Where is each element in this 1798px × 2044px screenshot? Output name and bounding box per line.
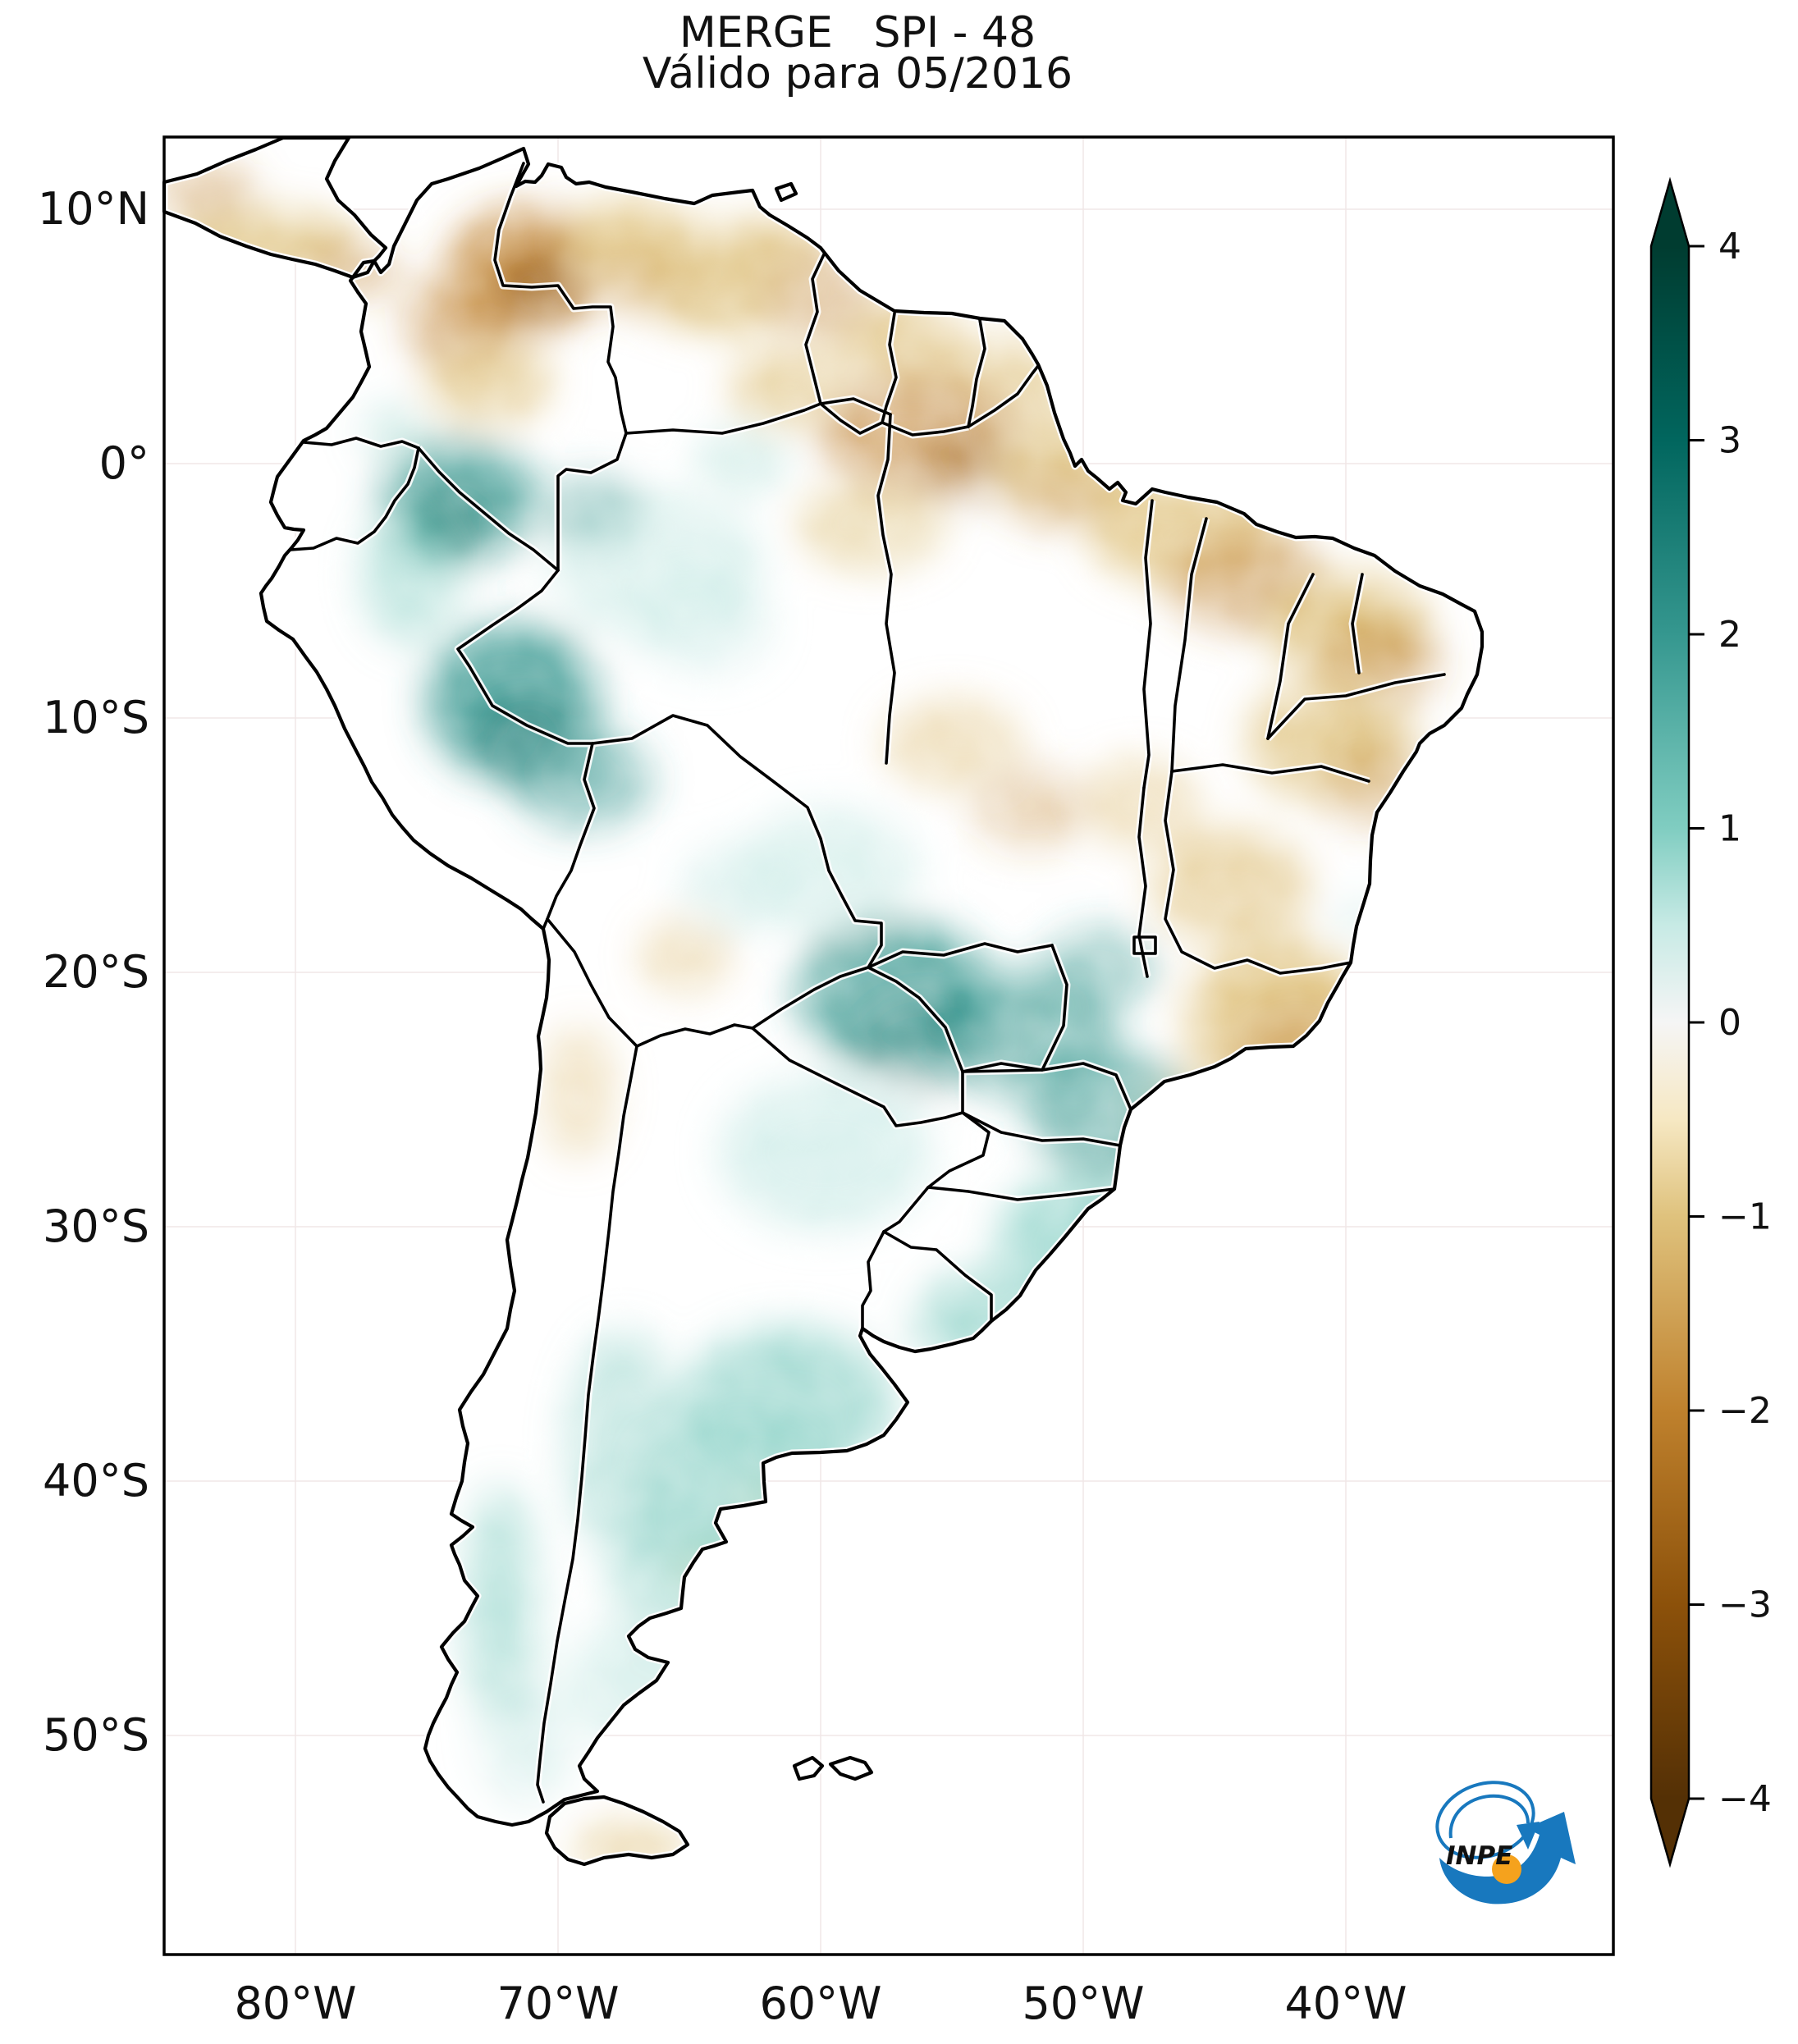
inpe-logo-orbit-icon [1435,1781,1535,1859]
colorbar-tick-label: 0 [1718,1002,1741,1044]
colorbar-tick-label: −3 [1718,1584,1772,1626]
colorbar-tick-label: 2 [1718,614,1741,656]
colorbar-tick-label: 1 [1718,808,1741,850]
lon-tick-label: 50°W [1022,1978,1144,2029]
longitude-axis: 80°W 70°W 60°W 50°W 40°W [234,1978,1407,2029]
inpe-logo-text: INPE [1446,1841,1512,1871]
lon-tick-label: 80°W [234,1978,356,2029]
colorbar-gradient-bar [1649,176,1690,1868]
colorbar-tick-label: 3 [1718,420,1741,462]
colorbar-tick-label: −1 [1718,1196,1772,1238]
colorbar-tick-label: 4 [1718,226,1741,268]
colorbar: 4 3 2 1 0 −1 −2 −3 −4 [1649,176,1772,1868]
inpe-logo-swoosh-arrow [1439,1812,1576,1905]
lat-tick-label: 30°S [43,1200,149,1252]
lon-tick-label: 70°W [496,1978,619,2029]
lat-tick-label: 10°N [38,183,149,235]
colorbar-tick-label: −2 [1718,1390,1772,1432]
inpe-logo-orange-dot [1492,1854,1521,1884]
figure-title: MERGE SPI - 48 [679,8,1036,57]
figure-subtitle: Válido para 05/2016 [643,49,1073,98]
lat-tick-label: 50°S [43,1709,149,1761]
latitude-axis: 10°N 0° 10°S 20°S 30°S 40°S 50°S [38,183,149,1761]
lon-tick-label: 40°W [1284,1978,1407,2029]
lat-tick-label: 40°S [43,1455,149,1507]
map-frame [162,135,1615,1956]
lat-tick-label: 20°S [43,946,149,998]
lat-tick-label: 10°S [43,692,149,743]
map-axes: INPE [156,135,1615,1956]
lat-tick-label: 0° [99,437,149,489]
inpe-logo-arrowhead-icon [1517,1822,1540,1850]
inpe-logo: INPE [1435,1781,1576,1905]
lon-tick-label: 60°W [759,1978,881,2029]
colorbar-tick-label: −4 [1718,1778,1772,1820]
inpe-logo-inner-arc [1448,1794,1530,1839]
